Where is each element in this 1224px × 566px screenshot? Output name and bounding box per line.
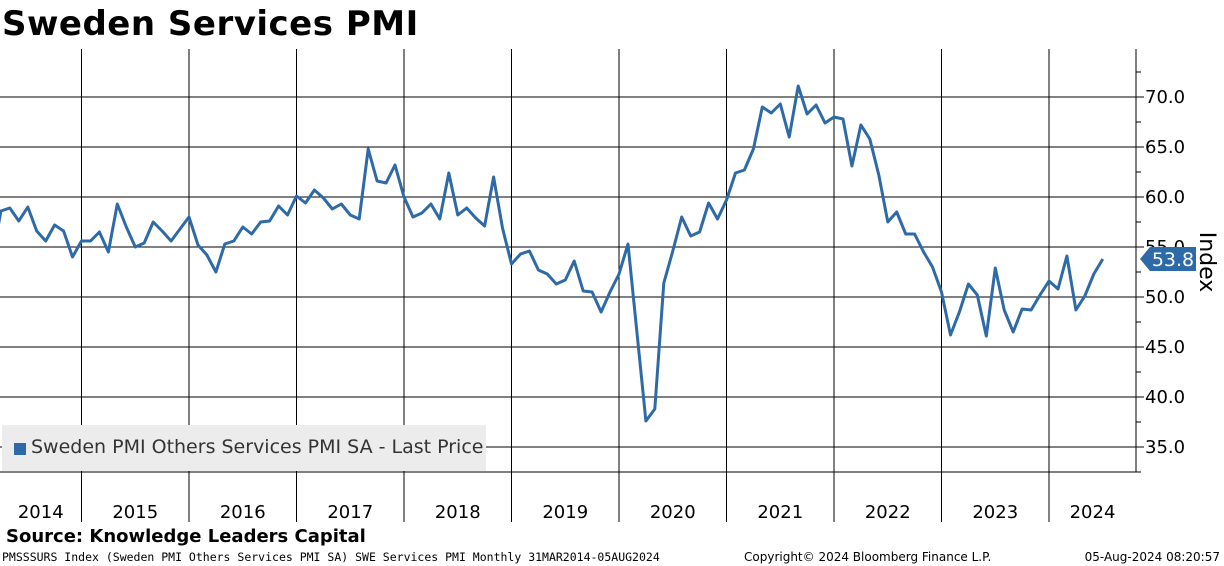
axes — [0, 49, 1144, 522]
y-tick-label: 40.0 — [1145, 387, 1185, 408]
x-tick-label: 2023 — [972, 502, 1018, 523]
x-tick-label: 2019 — [542, 502, 588, 523]
legend-label: Sweden PMI Others Services PMI SA - Last… — [31, 436, 484, 458]
legend-swatch — [14, 443, 26, 455]
last-price-marker — [1140, 247, 1196, 271]
timestamp: 05-Aug-2024 08:20:57 — [1084, 550, 1220, 564]
y-tick-label: 70.0 — [1145, 87, 1185, 108]
source-note: Source: Knowledge Leaders Capital — [6, 526, 366, 547]
last-price-badge: 53.8 — [1140, 247, 1196, 271]
y-tick-label: 35.0 — [1145, 437, 1185, 458]
ticker-info: PMSSSURS Index (Sweden PMI Others Servic… — [2, 550, 660, 564]
grid-lines — [0, 49, 1136, 472]
y-axis-label: Index — [1194, 232, 1219, 293]
x-tick-label: 2022 — [865, 502, 911, 523]
x-tick-label: 2015 — [112, 502, 158, 523]
y-tick-label: 65.0 — [1145, 137, 1185, 158]
x-tick-label: 2021 — [757, 502, 803, 523]
x-tick-label: 2016 — [220, 502, 266, 523]
y-tick-labels: 35.040.045.050.055.060.065.070.0 — [1145, 87, 1185, 458]
x-tick-label: 2020 — [650, 502, 696, 523]
y-tick-label: 45.0 — [1145, 337, 1185, 358]
last-price-value: 53.8 — [1152, 249, 1194, 271]
x-tick-label: 2017 — [327, 502, 373, 523]
x-tick-label: 2018 — [435, 502, 481, 523]
series-line — [0, 84, 1105, 423]
x-tick-labels: 2014 2015 2016 2017 2018 2019 2020 2021 2022 2023… — [18, 502, 1116, 523]
chart-title: Sweden Services PMI — [2, 4, 419, 44]
x-tick-label: 2024 — [1070, 502, 1116, 523]
y-tick-label: 60.0 — [1145, 187, 1185, 208]
y-tick-label: 50.0 — [1145, 287, 1185, 308]
legend: Sweden PMI Others Services PMI SA - Last… — [2, 425, 486, 471]
x-tick-label: 2014 — [18, 502, 64, 523]
copyright: Copyright© 2024 Bloomberg Finance L.P. — [744, 550, 992, 564]
